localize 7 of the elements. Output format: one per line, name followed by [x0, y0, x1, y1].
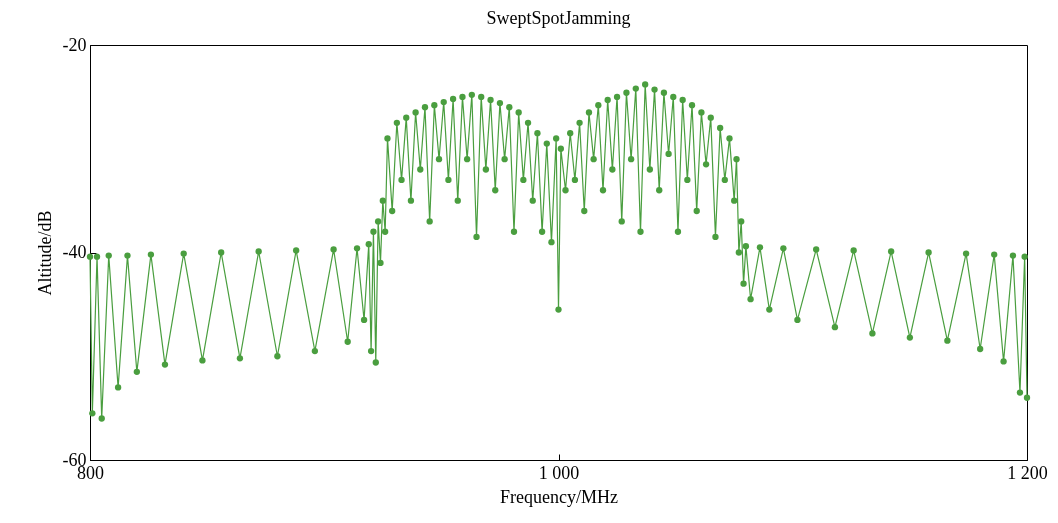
x-tick-label: 1 000	[538, 462, 580, 483]
x-tick-label: 1 200	[1007, 462, 1048, 483]
chart-title: SweptSpotJamming	[486, 8, 631, 28]
x-axis-title: Frequency/MHz	[500, 486, 618, 507]
y-tick-label: -40	[62, 242, 87, 262]
y-tick-label: -20	[62, 34, 87, 55]
y-axis-title: Altitude/dB	[34, 210, 55, 296]
